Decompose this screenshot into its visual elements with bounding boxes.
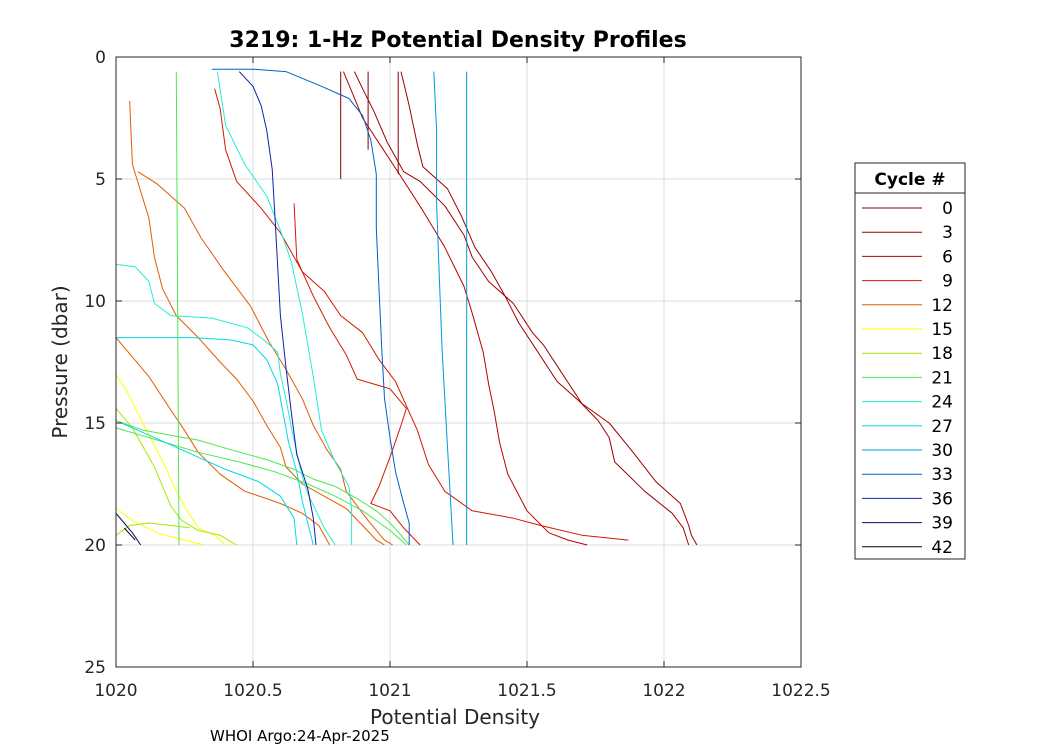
legend-label: 6 <box>942 247 953 267</box>
profile-line-cycle-9 <box>293 203 421 546</box>
legend-label: 24 <box>931 393 953 413</box>
profile-line-cycle-36 <box>238 71 317 546</box>
x-axis-label: Potential Density <box>370 705 540 729</box>
chart-title: 3219: 1-Hz Potential Density Profiles <box>229 28 686 53</box>
legend-label: 39 <box>931 514 953 534</box>
profile-line-cycle-27 <box>116 337 314 546</box>
profile-line-cycle-18 <box>115 408 237 546</box>
y-axis-ticks: 0 5 10 15 20 25 <box>84 48 801 678</box>
profile-line-cycle-30 <box>433 71 454 546</box>
legend-label: 33 <box>931 465 953 485</box>
plot-frame <box>115 56 802 668</box>
legend-label: 30 <box>931 441 953 461</box>
legend-title: Cycle # <box>874 170 945 190</box>
plot-background <box>116 57 801 667</box>
y-tick-label: 25 <box>84 658 106 678</box>
legend-label: 27 <box>931 417 953 437</box>
legend-label: 15 <box>931 320 953 340</box>
profile-line-cycle-9 <box>214 88 629 541</box>
plot-area <box>116 57 801 667</box>
profile-line-cycle-21 <box>115 420 410 546</box>
y-tick-label: 15 <box>84 414 106 434</box>
grid <box>115 56 802 668</box>
y-tick-label: 10 <box>84 292 106 312</box>
legend-label: 9 <box>942 272 953 292</box>
legend-box <box>854 162 966 560</box>
profile-line-cycle-12 <box>115 337 331 546</box>
legend-label: 12 <box>931 296 953 316</box>
legend-label: 36 <box>931 489 953 509</box>
y-tick-label: 0 <box>95 48 106 68</box>
profile-line-cycle-27 <box>121 422 298 546</box>
legend-label: 18 <box>931 344 953 364</box>
profile-line-cycle-33 <box>211 68 410 545</box>
y-tick-label: 5 <box>95 170 106 190</box>
x-axis-ticks: 1020 1020.5 1021 1021.5 1022 1022.5 <box>94 57 831 701</box>
legend-label: 0 <box>942 199 953 219</box>
profile-line-cycle-21 <box>115 427 407 546</box>
profile-lines <box>115 68 698 546</box>
profile-line-cycle-39 <box>115 512 142 546</box>
x-tick-label: 1021.5 <box>497 681 556 701</box>
legend-label: 42 <box>931 538 953 558</box>
profile-line-cycle-42 <box>123 527 136 541</box>
profile-line-cycle-3 <box>400 71 690 546</box>
profile-line-cycle-21 <box>175 71 180 546</box>
profile-line-cycle-12 <box>137 171 393 546</box>
credit-text: WHOI Argo:24-Apr-2025 <box>210 727 390 745</box>
x-tick-label: 1020.5 <box>223 681 282 701</box>
profile-line-cycle-24 <box>216 71 353 545</box>
x-tick-label: 1022.5 <box>771 681 830 701</box>
legend-label: 3 <box>942 223 953 243</box>
x-tick-label: 1021 <box>368 681 411 701</box>
y-tick-label: 20 <box>84 536 106 556</box>
profile-line-cycle-15 <box>115 507 204 546</box>
profile-line-cycle-15 <box>115 373 226 546</box>
profile-line-cycle-12 <box>129 100 385 546</box>
profile-line-cycle-3 <box>353 71 698 546</box>
profile-line-cycle-6 <box>342 71 588 546</box>
y-axis-label: Pressure (dbar) <box>48 285 72 438</box>
legend-label: 21 <box>931 368 953 388</box>
x-tick-label: 1022 <box>642 681 685 701</box>
x-tick-label: 1020 <box>94 681 137 701</box>
